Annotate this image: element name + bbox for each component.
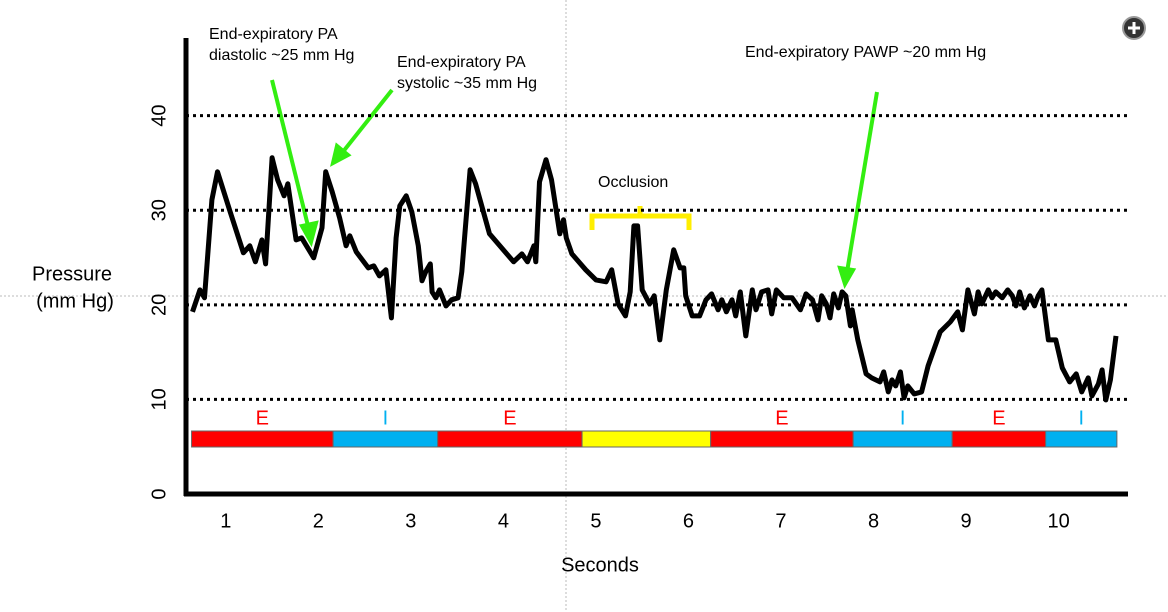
arrow-head <box>837 265 857 289</box>
zoom-button[interactable] <box>1122 16 1146 40</box>
arrow <box>845 91 879 273</box>
y-tick-label: 30 <box>148 199 170 221</box>
pressure-trace <box>190 155 1119 403</box>
arrow <box>270 79 311 231</box>
phase-label: E <box>775 407 788 429</box>
phase-label: E <box>503 407 516 429</box>
x-tick-label: 4 <box>498 510 509 532</box>
arrows <box>270 79 879 289</box>
arrow-head <box>330 142 352 167</box>
y-label: Pressure <box>32 263 112 285</box>
phase-bar <box>710 430 854 448</box>
phase-label: E <box>256 407 269 429</box>
occlusion-bracket <box>589 206 692 230</box>
annotation: End-expiratory PA <box>397 54 526 71</box>
phase-label: I <box>1078 407 1084 429</box>
phase-label: E <box>992 407 1005 429</box>
x-tick-label: 9 <box>961 510 972 532</box>
y-tick-label: 20 <box>148 294 170 316</box>
phase-bar <box>1045 430 1118 448</box>
y-tick-label: 40 <box>148 105 170 127</box>
x-tick-label: 2 <box>313 510 324 532</box>
x-tick-label: 7 <box>775 510 786 532</box>
x-tick-label: 5 <box>590 510 601 532</box>
zoom-plus[interactable] <box>1128 22 1140 34</box>
x-label: Seconds <box>561 554 639 576</box>
phase-label: I <box>383 407 389 429</box>
phase-bar <box>581 430 712 448</box>
annotation: diastolic ~25 mm Hg <box>209 47 354 64</box>
x-tick-label: 3 <box>405 510 416 532</box>
annotation: End-expiratory PAWP ~20 mm Hg <box>745 44 986 61</box>
phase-bar <box>951 430 1047 448</box>
x-tick-label: 6 <box>683 510 694 532</box>
y-tick-label: 10 <box>148 388 170 410</box>
phase-bar <box>437 430 583 448</box>
annotation: End-expiratory PA <box>209 26 338 43</box>
phase-label: I <box>900 407 906 429</box>
x-tick-label: 10 <box>1047 510 1069 532</box>
phase-bar <box>191 430 334 448</box>
phase-bar <box>852 430 953 448</box>
arrow-head <box>298 220 319 248</box>
phase-bar <box>332 430 439 448</box>
y-label: (mm Hg) <box>36 290 114 312</box>
x-tick-label: 1 <box>220 510 231 532</box>
arrow <box>340 88 394 155</box>
annotation: Occlusion <box>598 174 668 191</box>
x-tick-label: 8 <box>868 510 879 532</box>
annotation: systolic ~35 mm Hg <box>397 75 537 92</box>
y-tick-label: 0 <box>148 488 170 499</box>
